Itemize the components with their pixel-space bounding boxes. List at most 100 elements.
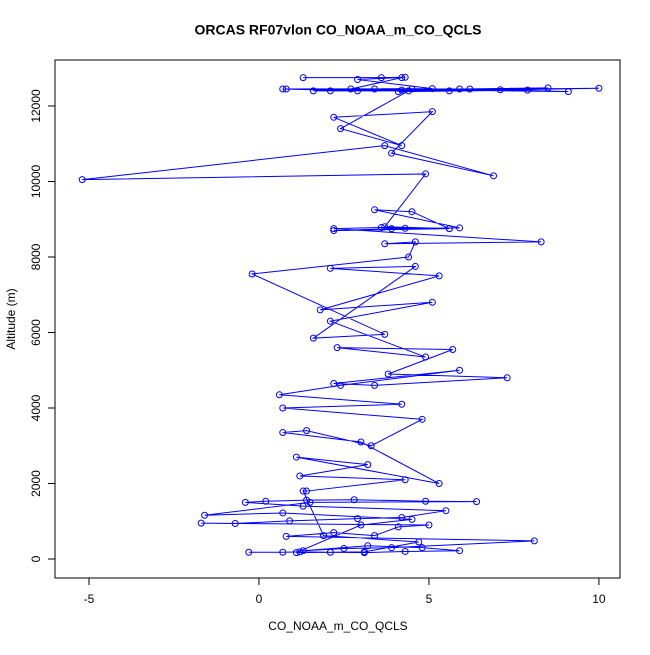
- y-tick-label: 2000: [29, 470, 43, 497]
- data-point: [530, 537, 538, 545]
- data-line: [82, 76, 599, 554]
- data-point: [326, 548, 334, 556]
- data-point: [401, 547, 409, 555]
- data-point: [330, 113, 338, 121]
- data-point: [306, 498, 314, 506]
- data-point: [299, 502, 307, 510]
- data-point: [78, 176, 86, 184]
- data-point: [428, 298, 436, 306]
- data-point: [330, 529, 338, 537]
- data-point: [364, 461, 372, 469]
- data-point: [394, 88, 402, 96]
- data-point: [445, 87, 453, 95]
- data-point: [347, 85, 355, 93]
- data-point: [330, 227, 338, 235]
- y-tick-label: 4000: [29, 394, 43, 421]
- data-point: [524, 86, 532, 94]
- data-point: [245, 548, 253, 556]
- y-tick-label: 6000: [29, 319, 43, 346]
- data-point: [231, 520, 239, 528]
- data-point: [197, 519, 205, 527]
- data-point: [248, 270, 256, 278]
- data-point: [490, 172, 498, 180]
- data-point: [279, 429, 287, 437]
- data-point: [367, 442, 375, 450]
- data-point: [326, 264, 334, 272]
- data-point: [422, 170, 430, 178]
- data-point: [326, 87, 334, 95]
- data-point: [330, 225, 338, 233]
- plot-frame: [54, 59, 621, 579]
- data-point: [496, 86, 504, 94]
- data-point: [377, 74, 385, 82]
- data-point: [473, 498, 481, 506]
- data-point: [384, 370, 392, 378]
- data-point: [428, 108, 436, 116]
- data-point: [456, 366, 464, 374]
- data-point: [371, 85, 379, 93]
- data-point: [340, 544, 348, 552]
- data-point: [408, 515, 416, 523]
- data-point: [425, 521, 433, 529]
- data-point: [418, 415, 426, 423]
- data-point: [282, 85, 290, 93]
- data-point: [201, 511, 209, 519]
- data-point: [377, 224, 385, 232]
- data-point: [279, 548, 287, 556]
- data-point: [544, 84, 552, 92]
- data-point: [449, 345, 457, 353]
- data-point: [354, 76, 362, 84]
- data-point: [326, 317, 334, 325]
- data-point: [296, 472, 304, 480]
- data-point: [350, 496, 358, 504]
- data-point: [241, 498, 249, 506]
- data-point: [405, 87, 413, 95]
- data-point: [371, 206, 379, 214]
- data-point: [309, 87, 317, 95]
- data-point: [354, 87, 362, 95]
- data-point: [381, 240, 389, 248]
- data-point: [381, 223, 389, 231]
- data-point: [422, 353, 430, 361]
- data-point: [398, 74, 406, 82]
- data-point: [411, 262, 419, 270]
- x-tick-label: 5: [426, 592, 433, 606]
- y-tick-label: 10000: [29, 164, 43, 198]
- data-point: [456, 547, 464, 555]
- data-point: [354, 515, 362, 523]
- data-point: [357, 438, 365, 446]
- y-tick-label: 8000: [29, 243, 43, 270]
- data-point: [279, 509, 287, 517]
- data-point: [398, 400, 406, 408]
- data-point: [299, 74, 307, 82]
- data-point: [564, 88, 572, 96]
- data-point: [388, 149, 396, 157]
- data-point: [401, 224, 409, 232]
- data-point: [428, 85, 436, 93]
- data-point: [408, 208, 416, 216]
- data-point: [401, 476, 409, 484]
- chart-title: ORCAS RF07vlon CO_NOAA_m_CO_QCLS: [194, 22, 481, 38]
- data-point: [337, 381, 345, 389]
- data-point: [398, 513, 406, 521]
- data-point: [415, 538, 423, 546]
- data-point: [357, 521, 365, 529]
- data-point: [360, 548, 368, 556]
- data-point: [394, 523, 402, 531]
- data-point: [388, 544, 396, 552]
- data-point: [595, 84, 603, 92]
- data-point: [418, 544, 426, 552]
- data-point: [292, 453, 300, 461]
- data-point: [435, 272, 443, 280]
- data-point: [296, 548, 304, 556]
- data-point: [337, 125, 345, 133]
- data-point: [422, 497, 430, 505]
- data-point: [398, 142, 406, 150]
- data-point: [299, 487, 307, 495]
- data-point: [279, 85, 287, 93]
- data-point: [364, 542, 372, 550]
- data-point: [401, 73, 409, 81]
- x-tick-label: -5: [84, 592, 95, 606]
- data-point: [442, 507, 450, 515]
